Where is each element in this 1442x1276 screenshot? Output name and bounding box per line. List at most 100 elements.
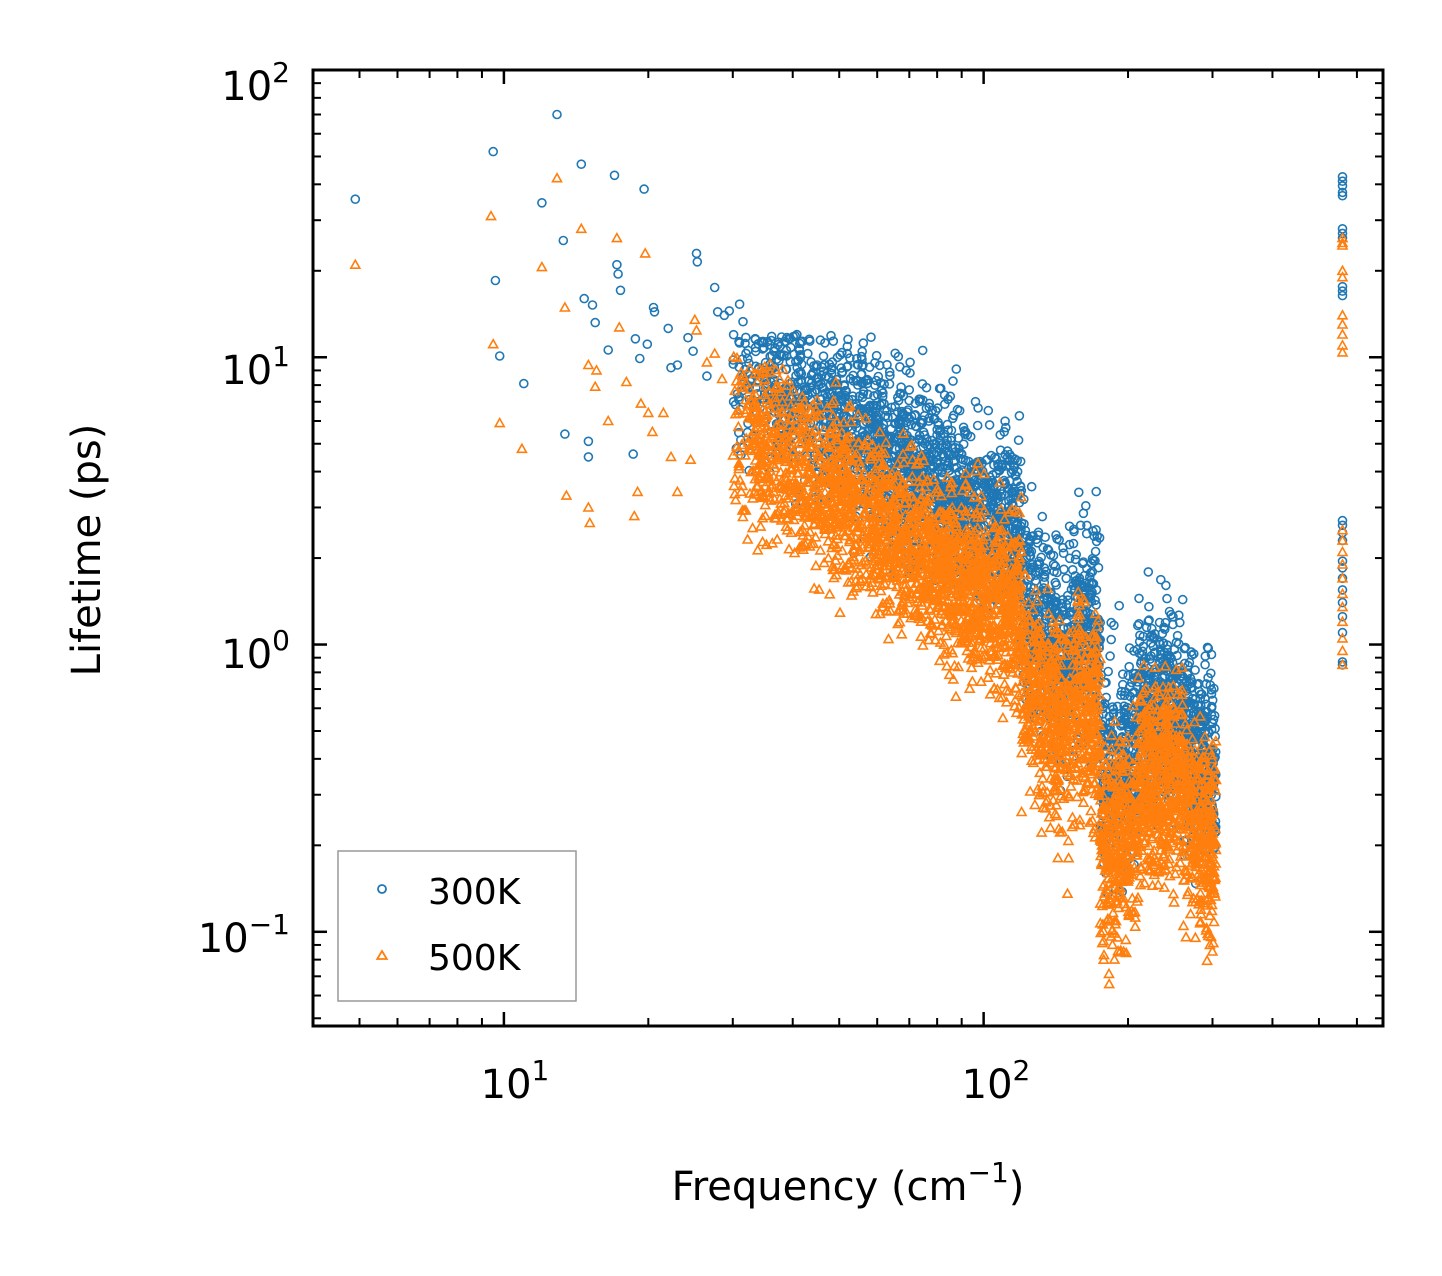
data-point-300K xyxy=(924,402,935,413)
data-point-300K xyxy=(770,342,780,353)
data-point-300K xyxy=(1157,628,1168,639)
data-point-300K xyxy=(1000,416,1010,427)
data-point-300K xyxy=(1337,627,1348,638)
data-point-500K xyxy=(1129,920,1142,931)
data-point-300K xyxy=(949,463,960,473)
data-point-500K xyxy=(1015,490,1028,502)
data-point-300K xyxy=(1207,701,1217,712)
data-point-300K xyxy=(648,302,659,313)
data-point-300K xyxy=(1172,650,1182,661)
data-point-300K xyxy=(1337,181,1348,191)
data-point-300K xyxy=(1194,709,1205,720)
data-point-300K xyxy=(1177,594,1188,605)
data-point-300K xyxy=(866,332,876,343)
data-point-500K xyxy=(808,582,821,593)
data-point-300K xyxy=(1105,651,1115,661)
data-point-300K xyxy=(1154,637,1164,647)
data-point-300K xyxy=(1337,657,1348,667)
data-point-300K xyxy=(940,456,951,467)
data-point-300K xyxy=(924,413,934,424)
data-point-300K xyxy=(885,370,895,381)
data-point-300K xyxy=(1337,187,1348,198)
data-point-300K xyxy=(1006,493,1016,504)
data-point-500K xyxy=(744,383,756,394)
data-point-300K xyxy=(905,368,915,378)
data-point-500K xyxy=(1035,826,1048,837)
data-point-300K xyxy=(892,407,903,417)
data-point-500K xyxy=(1077,796,1090,807)
data-point-500K xyxy=(959,467,972,478)
data-point-300K xyxy=(609,170,620,181)
data-point-300K xyxy=(794,338,805,349)
data-point-300K xyxy=(803,375,814,386)
data-point-500K xyxy=(852,408,865,420)
data-point-500K xyxy=(1015,746,1028,758)
data-point-500K xyxy=(1031,594,1044,606)
data-point-300K xyxy=(1091,486,1101,497)
data-point-300K xyxy=(951,364,962,374)
data-point-300K xyxy=(1141,622,1152,633)
data-point-300K xyxy=(988,488,999,499)
data-point-300K xyxy=(919,410,930,421)
data-point-500K xyxy=(945,486,958,498)
data-point-300K xyxy=(880,410,891,421)
data-point-300K xyxy=(1043,545,1054,556)
data-point-300K xyxy=(734,299,745,310)
data-point-500K xyxy=(1098,890,1110,901)
data-point-300K xyxy=(1013,435,1024,446)
data-point-300K xyxy=(1119,701,1129,712)
data-point-300K xyxy=(983,405,994,416)
data-point-300K xyxy=(1161,580,1171,591)
data-point-300K xyxy=(824,359,835,370)
data-point-300K xyxy=(893,351,904,362)
data-point-300K xyxy=(927,469,938,480)
data-point-300K xyxy=(1337,172,1348,182)
data-point-300K xyxy=(1180,642,1191,653)
data-point-300K xyxy=(1048,559,1059,570)
data-point-300K xyxy=(942,419,953,430)
data-point-500K xyxy=(781,379,794,391)
data-point-300K xyxy=(1092,531,1102,541)
scatter-points xyxy=(349,109,1349,989)
data-point-300K xyxy=(858,389,868,400)
data-point-500K xyxy=(1059,649,1072,660)
data-point-500K xyxy=(737,510,749,522)
data-point-300K xyxy=(874,360,885,371)
data-point-500K xyxy=(823,588,836,599)
data-point-500K xyxy=(741,533,754,544)
data-point-300K xyxy=(1171,637,1182,648)
data-point-300K xyxy=(688,346,698,357)
data-point-300K xyxy=(940,443,950,454)
data-point-300K xyxy=(579,293,590,304)
data-point-300K xyxy=(1091,599,1101,610)
data-point-300K xyxy=(841,386,852,396)
data-point-300K xyxy=(816,370,827,381)
data-point-300K xyxy=(1088,555,1099,566)
data-point-300K xyxy=(1049,566,1059,577)
data-point-300K xyxy=(663,323,674,334)
data-point-500K xyxy=(831,415,843,426)
data-point-300K xyxy=(956,449,967,459)
data-point-500K xyxy=(1047,794,1060,805)
data-point-300K xyxy=(1337,597,1348,608)
data-point-300K xyxy=(973,403,983,413)
data-point-300K xyxy=(1187,677,1197,687)
data-point-300K xyxy=(1146,651,1156,661)
data-point-300K xyxy=(858,338,869,348)
data-point-300K xyxy=(775,341,785,352)
data-point-300K xyxy=(1206,649,1217,660)
data-point-500K xyxy=(827,409,839,421)
data-point-300K xyxy=(921,382,932,393)
data-point-500K xyxy=(1106,938,1119,950)
data-point-300K xyxy=(1201,679,1212,689)
data-point-300K xyxy=(1337,585,1348,595)
data-point-300K xyxy=(896,388,906,399)
data-point-300K xyxy=(840,390,850,401)
data-point-500K xyxy=(982,671,994,682)
data-point-300K xyxy=(552,109,562,120)
data-point-300K xyxy=(702,371,712,381)
data-point-300K xyxy=(494,351,505,361)
data-point-500K xyxy=(1103,765,1115,776)
data-point-300K xyxy=(794,345,805,356)
